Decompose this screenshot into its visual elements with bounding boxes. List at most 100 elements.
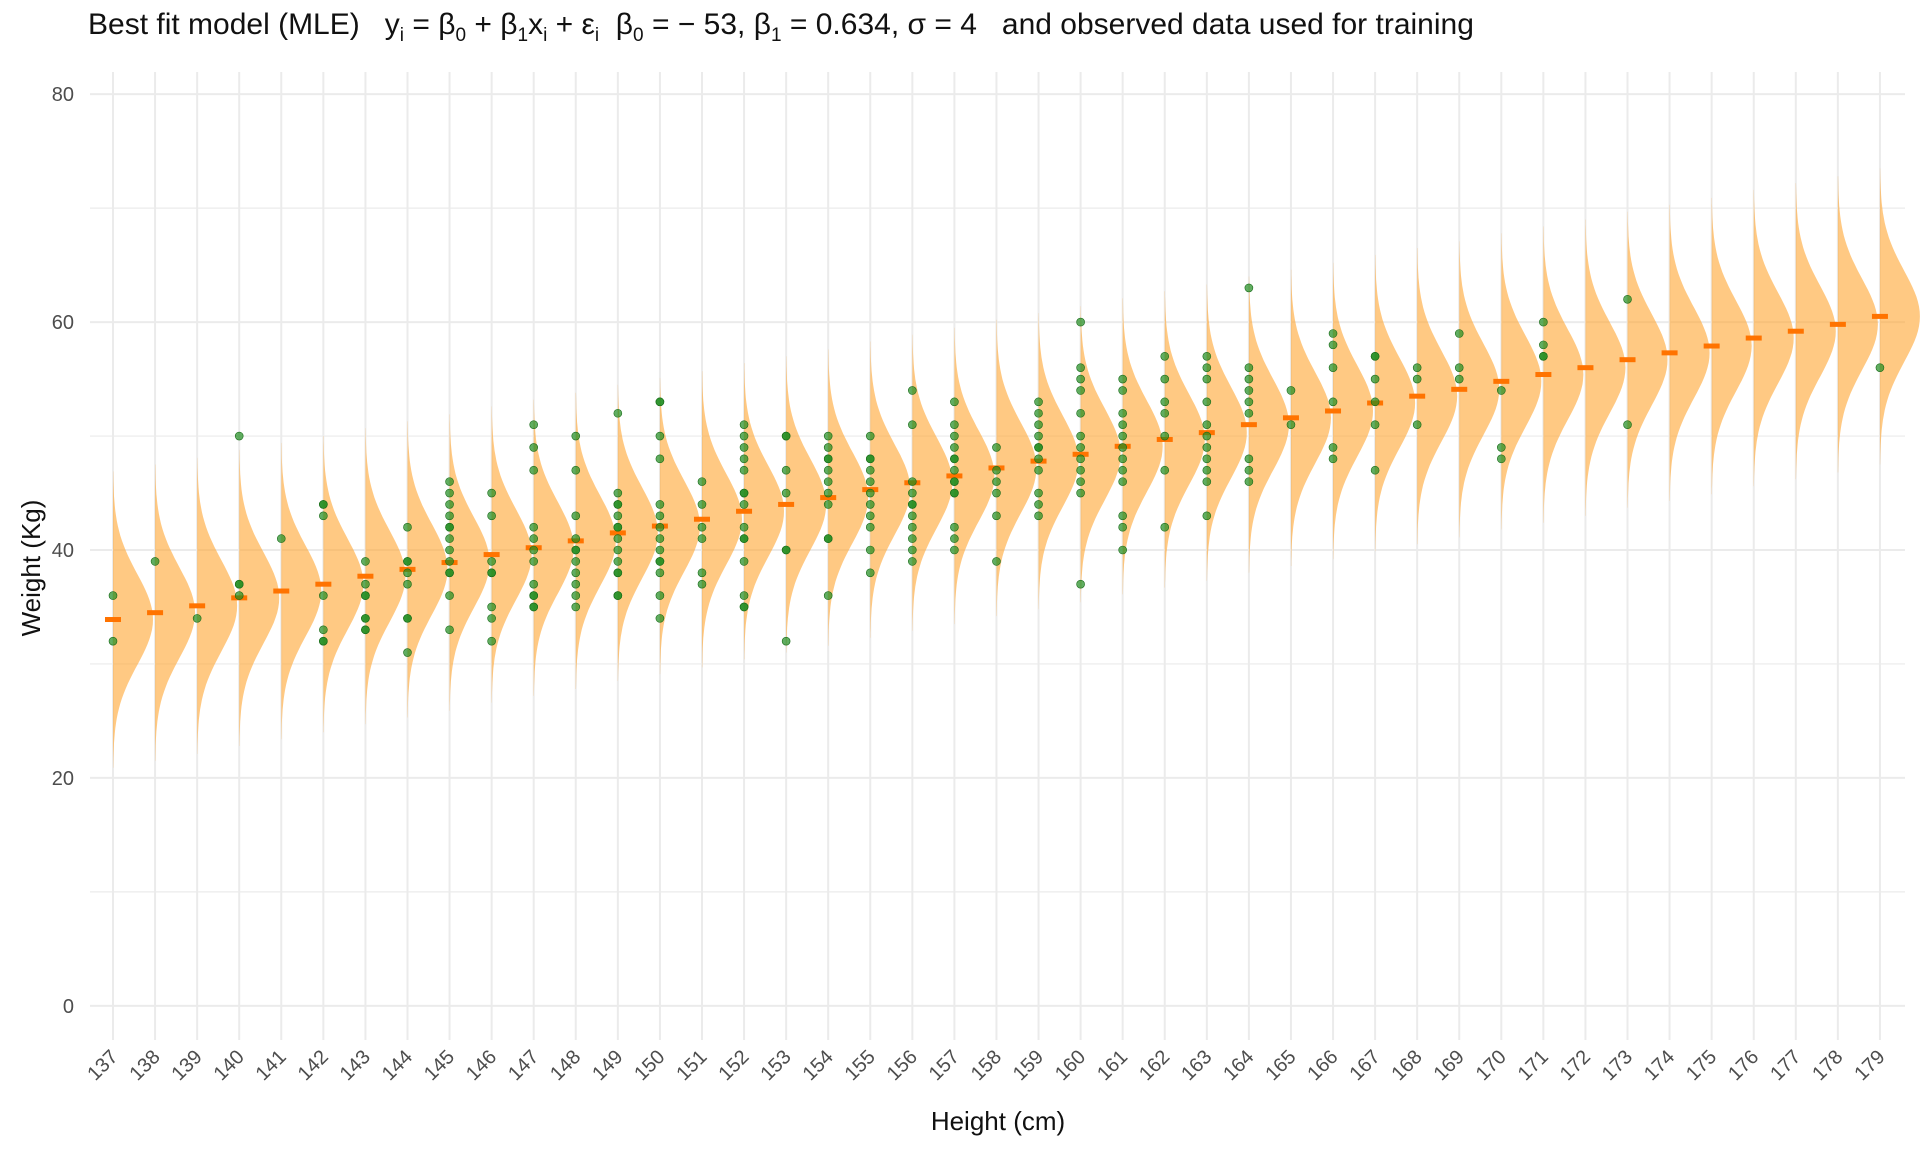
- density-curve: [365, 428, 406, 725]
- observed-point: [1118, 477, 1127, 486]
- observed-point: [697, 534, 707, 543]
- observed-point: [319, 511, 328, 521]
- observed-point: [403, 522, 412, 532]
- observed-point: [1454, 374, 1464, 384]
- x-tick-label: 153: [756, 1046, 795, 1085]
- density-curve: [1879, 168, 1920, 465]
- density-curve: [239, 449, 280, 746]
- observed-point: [1118, 443, 1127, 452]
- x-tick-label: 173: [1598, 1046, 1637, 1085]
- observed-point: [1497, 386, 1506, 395]
- y-tick-label: 0: [63, 996, 74, 1018]
- observed-point: [865, 477, 875, 486]
- observed-point: [1034, 431, 1043, 441]
- density-curve: [659, 377, 700, 675]
- observed-point: [950, 443, 959, 452]
- observed-point: [529, 420, 539, 429]
- mean-marker: [820, 495, 837, 501]
- observed-point: [445, 534, 454, 543]
- observed-point: [1118, 465, 1127, 475]
- observed-point: [1244, 374, 1254, 384]
- density-curve: [954, 327, 995, 625]
- observed-point: [487, 614, 496, 623]
- observed-point: [655, 591, 665, 600]
- density-curve: [407, 421, 448, 718]
- y-tick-label: 40: [52, 540, 74, 562]
- observed-point: [445, 511, 454, 521]
- observed-point: [319, 636, 328, 646]
- observed-point: [1202, 477, 1212, 486]
- density-curve: [701, 371, 742, 668]
- chart-title: Best fit model (MLE) yi = β0 + β1xi + εi…: [88, 8, 1474, 47]
- observed-point: [1202, 397, 1212, 407]
- observed-point: [1623, 295, 1632, 304]
- observed-point: [487, 488, 496, 498]
- observed-point: [571, 545, 581, 555]
- observed-point: [108, 636, 118, 646]
- observed-point: [1076, 363, 1085, 372]
- observed-point: [950, 397, 959, 407]
- observed-point: [1202, 443, 1212, 452]
- observed-point: [1202, 511, 1212, 521]
- density-curve: [1711, 197, 1752, 495]
- observed-point: [487, 511, 496, 521]
- density-curve: [1122, 298, 1163, 595]
- observed-point: [1076, 386, 1085, 395]
- density-curve: [533, 399, 574, 696]
- observed-point: [739, 443, 749, 452]
- y-axis-label: Weight (Kg): [16, 500, 46, 637]
- mean-marker: [1282, 415, 1299, 421]
- observed-point: [571, 557, 581, 566]
- observed-point: [992, 465, 1001, 475]
- observed-point: [1076, 465, 1085, 475]
- mean-marker: [1451, 386, 1468, 392]
- observed-point: [908, 545, 917, 555]
- observed-point: [613, 408, 623, 418]
- observed-point: [1454, 329, 1464, 338]
- observed-point: [697, 568, 707, 578]
- observed-point: [571, 465, 581, 475]
- observed-point: [992, 443, 1001, 452]
- density-curve: [1164, 291, 1205, 588]
- observed-point: [908, 522, 917, 532]
- observed-point: [781, 488, 791, 498]
- observed-point: [823, 454, 833, 464]
- observed-point: [1244, 454, 1254, 464]
- density-curve: [1333, 262, 1373, 560]
- observed-point: [1412, 363, 1422, 372]
- observed-point: [950, 522, 959, 532]
- density-curve: [323, 436, 364, 733]
- point-layer: [108, 283, 1885, 657]
- observed-point: [571, 602, 581, 612]
- observed-point: [529, 522, 539, 532]
- observed-point: [361, 614, 370, 623]
- observed-point: [613, 511, 623, 521]
- density-curve: [786, 356, 827, 653]
- observed-point: [992, 488, 1001, 498]
- observed-point: [445, 477, 454, 486]
- density-curve: [912, 334, 953, 631]
- x-tick-label: 172: [1556, 1046, 1595, 1085]
- observed-point: [1202, 351, 1212, 361]
- mean-marker: [357, 573, 374, 579]
- observed-point: [739, 534, 749, 543]
- x-tick-label: 175: [1682, 1046, 1721, 1085]
- observed-point: [529, 602, 539, 612]
- x-tick-label: 147: [504, 1046, 543, 1085]
- observed-point: [445, 545, 454, 555]
- observed-point: [908, 386, 917, 395]
- observed-point: [1118, 374, 1127, 384]
- observed-point: [319, 500, 328, 509]
- observed-point: [1202, 454, 1212, 464]
- observed-point: [865, 568, 875, 578]
- x-tick-label: 138: [125, 1046, 164, 1085]
- observed-point: [739, 591, 749, 600]
- observed-point: [739, 488, 749, 498]
- mean-marker: [1577, 365, 1594, 371]
- observed-point: [781, 465, 791, 475]
- observed-point: [865, 465, 875, 475]
- x-tick-label: 140: [210, 1046, 249, 1085]
- observed-point: [613, 591, 623, 600]
- observed-point: [739, 454, 749, 464]
- x-axis-ticks: 137 138 139 140 141 142 143 144 145 146 147 148 149 1…: [83, 1046, 1889, 1085]
